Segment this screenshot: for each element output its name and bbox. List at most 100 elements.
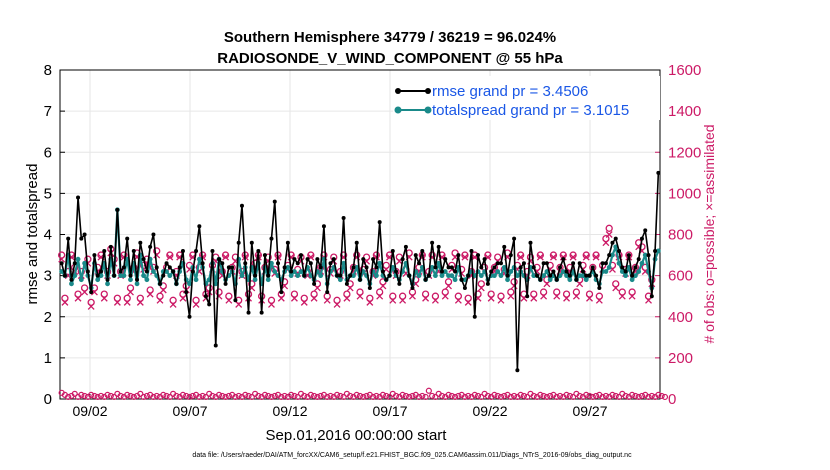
obs-rejected-point — [333, 391, 341, 398]
obs-rejected-point — [215, 391, 223, 398]
obs-rejected-point — [261, 391, 269, 398]
obs-rejected-point — [97, 392, 105, 400]
obs-rejected-point — [429, 392, 436, 400]
rmse-point — [407, 273, 412, 278]
obs-rejected-point — [337, 392, 344, 400]
obs-rejected-point — [307, 391, 314, 398]
obs-assimilated-point — [123, 298, 131, 306]
totalspread-point — [288, 273, 294, 279]
obs-rejected-point — [327, 392, 334, 400]
obs-possible-point — [166, 251, 174, 259]
obs-rejected-point — [461, 393, 469, 401]
rmse-point — [384, 277, 389, 282]
totalspread-point — [337, 277, 343, 283]
rmse-point — [535, 273, 540, 278]
rmse-point — [354, 240, 359, 245]
rmse-point — [69, 277, 74, 282]
totalspread-point — [121, 273, 127, 279]
obs-rejected-point — [570, 393, 577, 401]
obs-assimilated-point — [192, 300, 200, 308]
obs-possible-point — [631, 263, 640, 272]
obs-assimilated-point — [156, 296, 164, 304]
obs-assimilated-point — [169, 300, 177, 308]
obs-possible-point — [300, 294, 308, 302]
rmse-point — [197, 224, 202, 229]
obs-rejected-point — [88, 391, 95, 398]
y-axis-label-right: # of obs: o=possible; ×=assimilated — [701, 124, 717, 343]
obs-possible-point — [356, 288, 364, 296]
data-file-footnote: data file: /Users/raeder/DAI/ATM_forcXX/… — [192, 452, 632, 459]
obs-rejected-point — [183, 392, 190, 400]
obs-rejected-point — [432, 393, 439, 401]
obs-assimilated-point — [618, 292, 626, 300]
obs-assimilated-point — [356, 292, 364, 300]
obs-rejected-point — [419, 392, 426, 400]
rmse-point — [469, 248, 474, 253]
rmse-point — [417, 261, 422, 266]
rmse-point — [485, 281, 490, 286]
obs-possible-point — [192, 296, 200, 304]
obs-rejected-point — [520, 392, 528, 400]
rmse-point — [646, 253, 651, 258]
obs-possible-point — [389, 292, 397, 300]
totalspread-point — [452, 277, 458, 283]
rmse-point — [492, 265, 497, 270]
obs-rejected-point — [576, 392, 583, 400]
obs-rejected-point — [530, 392, 537, 400]
obs-assimilated-point — [166, 253, 174, 261]
rmse-point — [367, 285, 372, 290]
obs-rejected-point — [107, 392, 114, 400]
rmse-point — [377, 220, 382, 225]
obs-possible-point — [290, 290, 299, 298]
rmse-point — [456, 253, 461, 258]
rmse-point — [302, 273, 307, 278]
obs-possible-point — [562, 290, 571, 298]
rmse-point — [72, 261, 77, 266]
obs-possible-point — [605, 224, 613, 232]
totalspread-point — [167, 273, 173, 279]
totalspread-point — [446, 273, 451, 279]
obs-possible-point — [120, 251, 128, 259]
rmse-point — [213, 343, 218, 348]
rmse-point — [594, 273, 599, 278]
totalspread-point — [416, 273, 422, 279]
obs-rejected-point — [94, 393, 101, 401]
rmse-point — [289, 269, 294, 274]
obs-rejected-point — [281, 392, 288, 400]
rmse-point — [607, 253, 612, 258]
y-tick-label-left: 8 — [44, 62, 52, 79]
totalspread-point — [213, 281, 219, 287]
rmse-point — [230, 265, 235, 270]
obs-rejected-point — [497, 393, 505, 401]
obs-rejected-point — [599, 393, 606, 401]
totalspread-point — [285, 265, 291, 270]
rmse-point — [439, 269, 444, 274]
totalspread-point — [141, 273, 147, 279]
rmse-point — [233, 298, 238, 303]
totalspread-point — [265, 277, 271, 283]
rmse-point — [298, 253, 303, 258]
totalspread-point — [567, 277, 573, 283]
obs-rejected-point — [510, 392, 518, 400]
rmse-point — [495, 261, 500, 266]
obs-assimilated-point — [602, 239, 610, 247]
obs-rejected-point — [583, 391, 590, 398]
rmse-point — [600, 261, 605, 266]
rmse-point — [633, 265, 638, 270]
rmse-point — [59, 261, 64, 266]
obs-possible-point — [444, 278, 453, 286]
rmse-point — [364, 265, 369, 270]
obs-assimilated-point — [517, 253, 525, 261]
obs-possible-point — [248, 280, 256, 288]
rmse-point — [351, 265, 356, 270]
y-tick-label-left: 2 — [44, 309, 52, 326]
obs-possible-point — [225, 292, 233, 300]
obs-rejected-point — [451, 393, 459, 401]
rmse-point — [295, 261, 300, 266]
rmse-point — [187, 314, 192, 319]
obs-assimilated-point — [290, 294, 298, 302]
rmse-point — [498, 261, 503, 266]
totalspread-point — [95, 277, 101, 283]
axes: 0 1 2 3 4 5 6 7 8 0 200 400 600 800 1000 1200 1400 1600 09… — [44, 62, 702, 419]
obs-possible-point — [156, 292, 164, 300]
